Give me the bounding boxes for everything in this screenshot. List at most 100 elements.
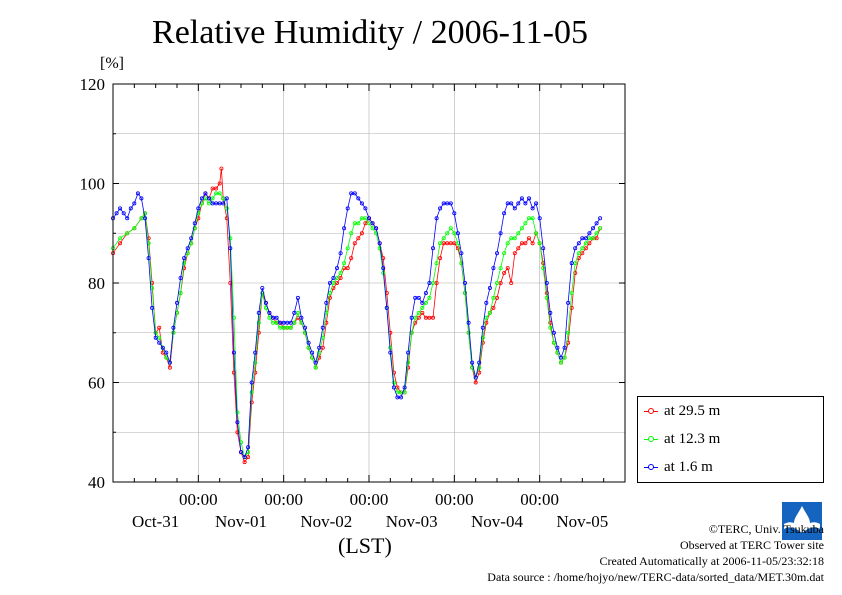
- y-unit-label: [%]: [100, 55, 124, 72]
- data-point: [455, 246, 460, 251]
- y-tick-label: 60: [88, 374, 105, 393]
- data-point: [591, 236, 596, 241]
- legend-marker-red: [644, 406, 658, 416]
- legend-marker-green: [644, 434, 658, 444]
- data-point: [402, 385, 407, 390]
- credits-block: ©TERC, Univ. Tsukuba Observed at TERC To…: [487, 521, 824, 585]
- data-point: [430, 315, 435, 320]
- data-point: [167, 360, 172, 365]
- data-point: [516, 246, 521, 251]
- data-point: [491, 305, 496, 310]
- data-point: [331, 275, 336, 280]
- data-point: [462, 290, 467, 295]
- data-point: [573, 270, 578, 275]
- data-point: [317, 350, 322, 355]
- data-point: [345, 266, 350, 271]
- data-point: [160, 345, 165, 350]
- copyright-text: ©TERC, Univ. Tsukuba: [708, 522, 824, 536]
- data-point: [118, 236, 123, 241]
- data-point: [406, 360, 411, 365]
- data-point: [494, 280, 499, 285]
- data-point: [231, 350, 236, 355]
- data-point: [573, 246, 578, 251]
- data-point: [221, 201, 226, 206]
- data-point: [121, 211, 126, 216]
- data-point: [327, 280, 332, 285]
- data-point: [217, 191, 222, 196]
- data-point: [512, 251, 517, 256]
- data-point: [548, 310, 553, 315]
- data-point: [363, 206, 368, 211]
- data-point: [427, 295, 432, 300]
- x-time-label: 00:00: [264, 490, 303, 509]
- data-point: [566, 300, 571, 305]
- data-point: [430, 246, 435, 251]
- data-point: [505, 241, 510, 246]
- data-point: [214, 186, 219, 191]
- data-point: [512, 236, 517, 241]
- data-point: [438, 206, 443, 211]
- series-line: [112, 192, 601, 458]
- data-point: [345, 246, 350, 251]
- data-point: [416, 295, 421, 300]
- data-point: [324, 300, 329, 305]
- data-point: [238, 440, 243, 445]
- data-point: [292, 310, 297, 315]
- data-point: [427, 280, 432, 285]
- x-time-label: 00:00: [179, 490, 218, 509]
- data-point: [125, 231, 130, 236]
- data-point: [398, 395, 403, 400]
- grid-lines: [113, 84, 625, 482]
- data-point: [559, 355, 564, 360]
- data-point: [274, 315, 279, 320]
- data-point: [238, 450, 243, 455]
- data-point: [594, 221, 599, 226]
- data-point: [150, 305, 155, 310]
- data-point: [583, 241, 588, 246]
- data-point: [509, 280, 514, 285]
- data-point: [366, 216, 371, 221]
- data-point: [381, 266, 386, 271]
- data-point: [196, 216, 201, 221]
- data-point: [189, 236, 194, 241]
- data-point: [132, 201, 137, 206]
- data-point: [559, 360, 564, 365]
- data-point: [221, 196, 226, 201]
- data-point: [249, 400, 254, 405]
- data-point: [434, 261, 439, 266]
- series-layer: [111, 166, 603, 465]
- x-day-label: Nov-02: [300, 512, 352, 531]
- data-point: [438, 256, 443, 261]
- data-point: [530, 216, 535, 221]
- data-point: [256, 320, 261, 325]
- data-point: [253, 350, 258, 355]
- data-point: [370, 221, 375, 226]
- data-point: [359, 231, 364, 236]
- data-point: [423, 290, 428, 295]
- data-point: [199, 196, 204, 201]
- data-point: [534, 231, 539, 236]
- data-point: [455, 231, 460, 236]
- data-point: [299, 315, 304, 320]
- data-point: [459, 251, 464, 256]
- observed-text: Observed at TERC Tower site: [679, 538, 824, 552]
- data-point: [356, 221, 361, 226]
- data-point: [498, 266, 503, 271]
- data-point: [288, 320, 293, 325]
- data-point: [583, 236, 588, 241]
- data-point: [537, 216, 542, 221]
- data-point: [206, 196, 211, 201]
- data-point: [178, 290, 183, 295]
- data-point: [253, 370, 258, 375]
- legend: at 29.5 m at 12.3 m at 1.6 m: [637, 396, 824, 483]
- data-point: [445, 231, 450, 236]
- data-point: [551, 330, 556, 335]
- data-point: [523, 201, 528, 206]
- data-point: [260, 285, 265, 290]
- data-point: [541, 266, 546, 271]
- data-point: [317, 355, 322, 360]
- created-text: Created Automatically at 2006-11-05/23:3…: [599, 554, 824, 568]
- chart-title: Relative Humidity / 2006-11-05: [152, 14, 588, 51]
- data-point: [473, 380, 478, 385]
- data-point: [196, 206, 201, 211]
